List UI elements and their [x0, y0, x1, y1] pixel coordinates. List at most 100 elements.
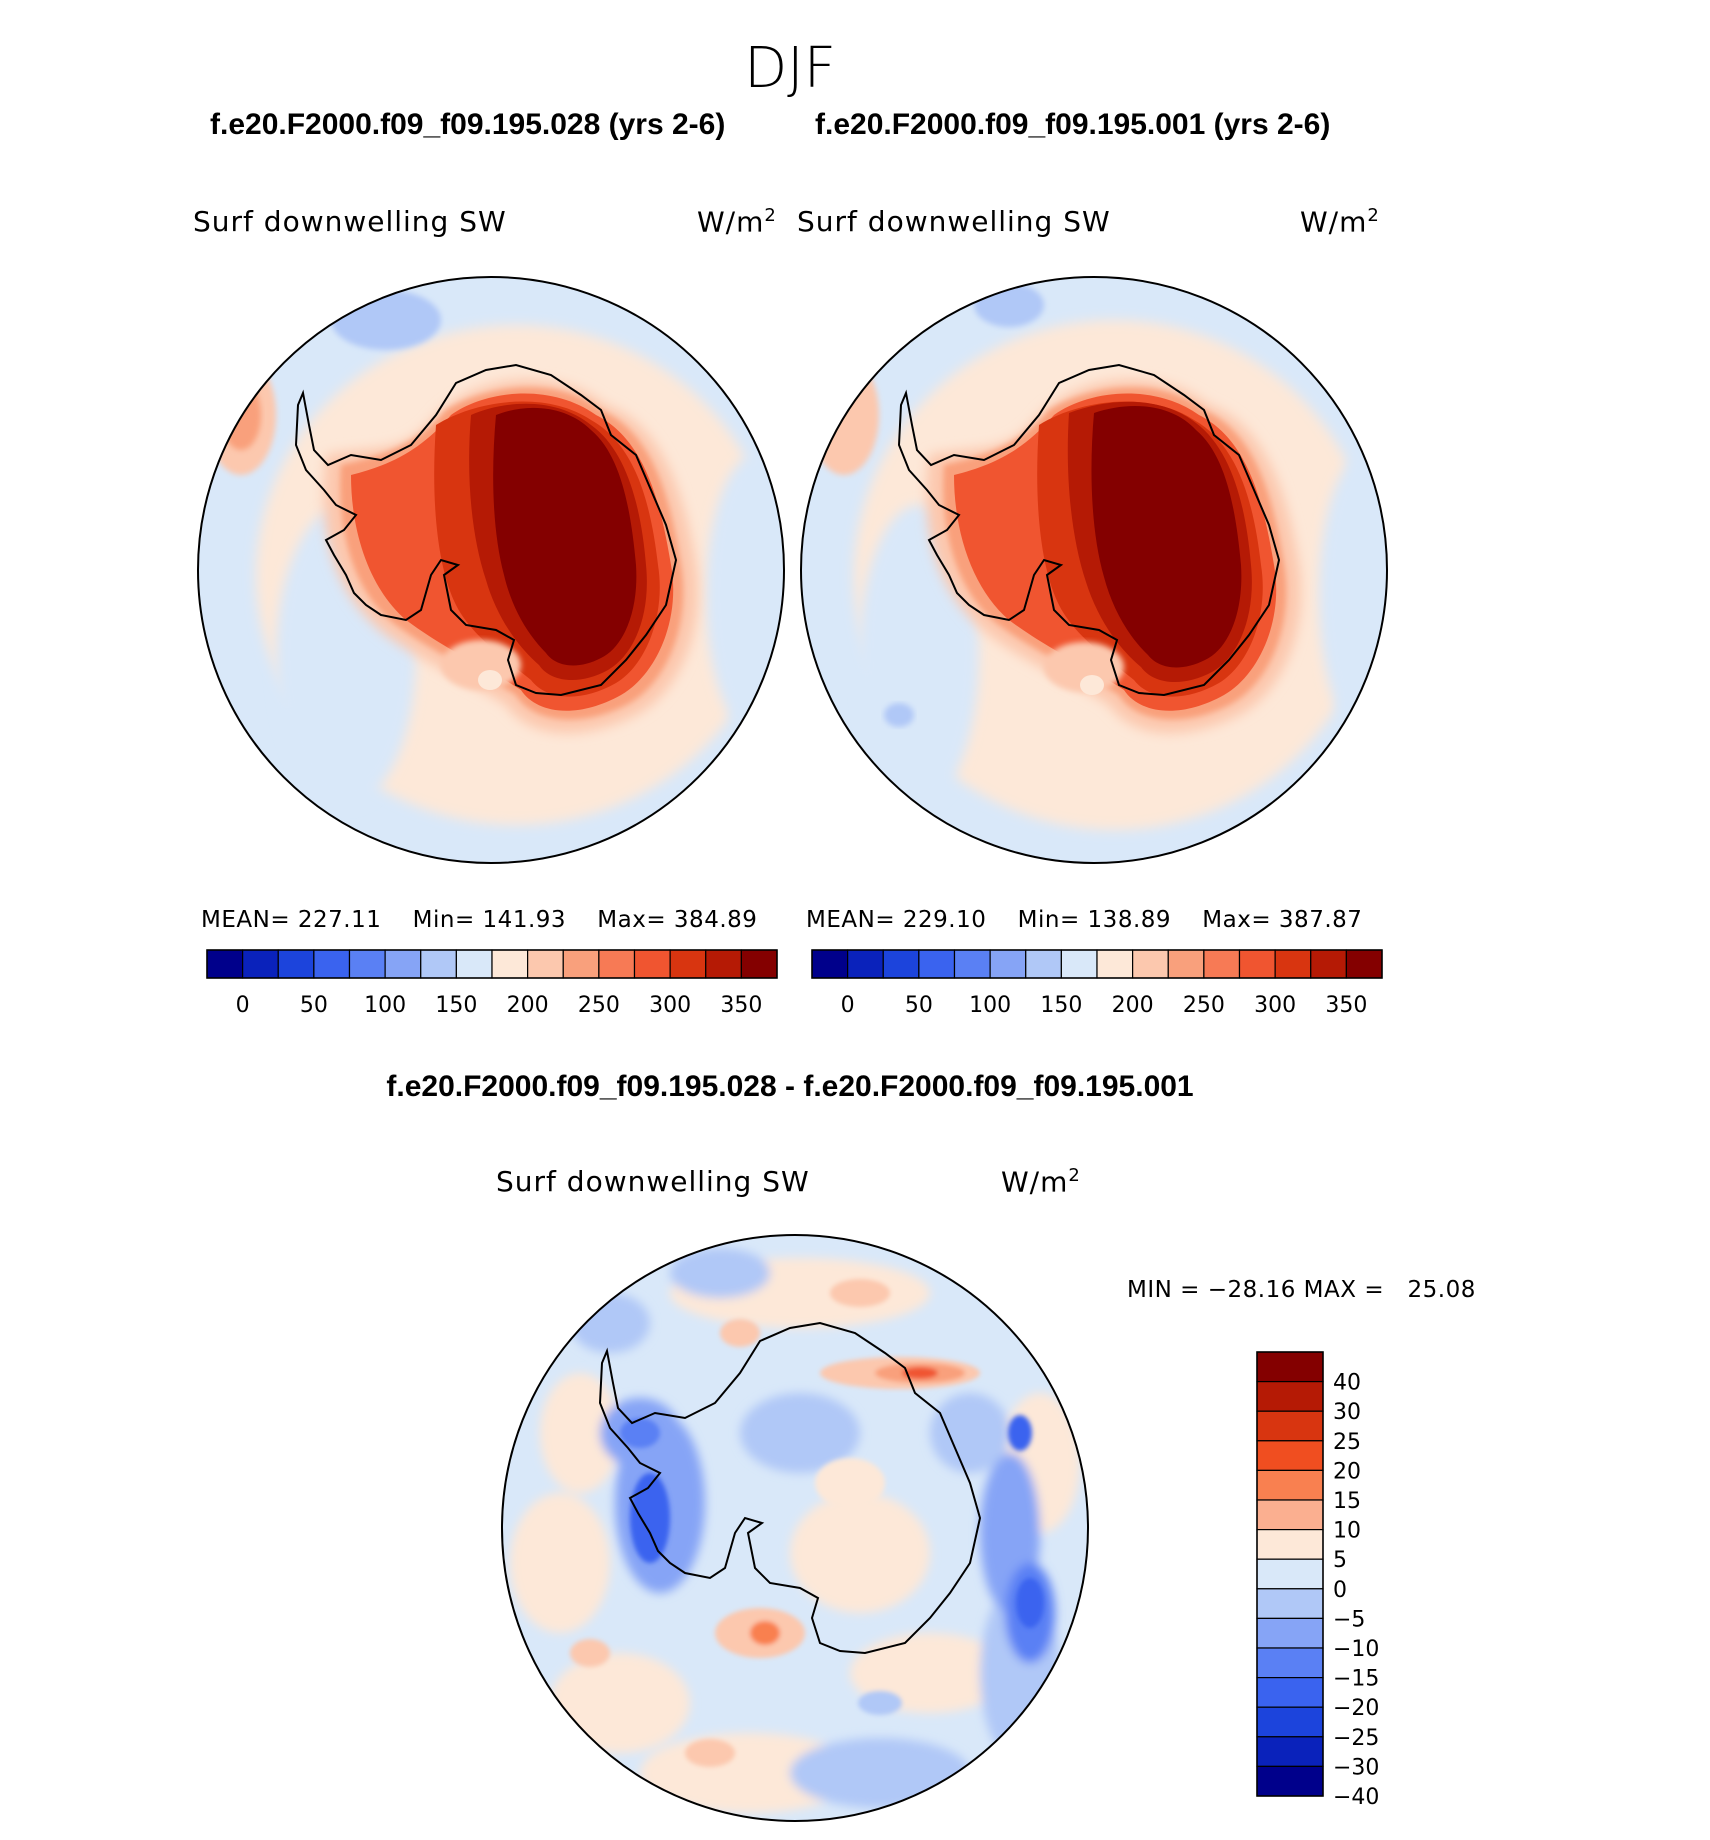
colorbar-left-tick-label: 150: [435, 993, 477, 1018]
colorbar-left-swatch: [277, 949, 315, 979]
colorbar-difference-tick-label: −15: [1333, 1667, 1379, 1692]
colorbar-left-swatch: [633, 949, 671, 979]
colorbar-left-tick-label: 100: [364, 993, 406, 1018]
colorbar-difference-swatch: [1256, 1558, 1324, 1590]
colorbar-left-swatch: [242, 949, 279, 979]
colorbar-right-tick-label: 250: [1183, 993, 1225, 1018]
colorbar-right-tick-label: 150: [1040, 993, 1082, 1018]
colorbar-difference-swatch: [1256, 1529, 1324, 1560]
stats-right: MEAN= 229.10 Min= 138.89 Max= 387.87: [806, 907, 1363, 933]
colorbar-difference-swatch: [1256, 1410, 1324, 1442]
colorbar-left-swatch: [348, 949, 386, 979]
colorbar-right-swatch: [1310, 949, 1347, 979]
colorbar-left-swatch: [384, 949, 422, 979]
colorbar-left: 0 50 100 150 200 250 300 350: [206, 949, 778, 1018]
map-right: [800, 276, 1388, 864]
colorbar-right-tick-label: 0: [841, 993, 855, 1018]
colorbar-right-swatch: [1203, 949, 1241, 979]
map-border-right: [800, 276, 1388, 864]
colorbar-left-swatch: [206, 949, 244, 979]
colorbar-difference-tick-label: 5: [1333, 1548, 1347, 1573]
colorbar-left-tick-label: 250: [578, 993, 620, 1018]
colorbar-right-swatch: [882, 949, 920, 979]
colorbar-difference-swatch: [1256, 1351, 1324, 1383]
colorbar-right-tick-label: 50: [905, 993, 933, 1018]
colorbar-left-swatch: [705, 949, 742, 979]
colorbar-difference-tick-label: 20: [1333, 1459, 1361, 1484]
colorbar-right-tick-label: 300: [1254, 993, 1296, 1018]
colorbar-left-swatch: [527, 949, 564, 979]
colorbar-difference-tick-label: 30: [1333, 1400, 1361, 1425]
field-left: [198, 277, 784, 863]
colorbar-difference-tick-label: 10: [1333, 1519, 1361, 1544]
colorbar-difference-swatch: [1256, 1588, 1324, 1620]
colorbar-left-swatch: [669, 949, 707, 979]
colorbar-left-swatch: [420, 949, 457, 979]
colorbar-right-swatch: [847, 949, 884, 979]
colorbar-difference-tick-label: −20: [1333, 1696, 1379, 1721]
coastline-difference: [598, 1321, 982, 1655]
colorbar-right-tick-label: 200: [1112, 993, 1154, 1018]
colorbar-right-swatch: [1167, 949, 1205, 979]
colorbar-left-swatch: [598, 949, 636, 979]
colorbar-left-swatch: [313, 949, 351, 979]
colorbar-right-tick-label: 100: [969, 993, 1011, 1018]
colorbar-right-swatch: [1096, 949, 1134, 979]
colorbar-difference-tick-label: −25: [1333, 1726, 1379, 1751]
colorbar-difference-swatch: [1256, 1765, 1324, 1797]
colorbar-difference-swatch: [1256, 1440, 1324, 1472]
map-border-left: [197, 276, 785, 864]
coastline-left: [294, 363, 678, 697]
colorbar-right-swatch: [1274, 949, 1312, 979]
colorbar-right-swatch: [1060, 949, 1098, 979]
map-difference: [501, 1234, 1089, 1822]
stats-left: MEAN= 227.11 Min= 141.93 Max= 384.89: [201, 907, 758, 933]
colorbar-difference: 40 30 25 20 15 10 5 0 −5 −10 −15 −20 −25 −30 −40: [1256, 1351, 1379, 1810]
colorbar-difference-swatch: [1256, 1469, 1324, 1501]
units-label-right: W/m2: [1300, 205, 1380, 239]
colorbar-left-swatch: [455, 949, 493, 979]
colorbar-difference-swatch: [1256, 1736, 1324, 1767]
colorbar-left-swatch: [491, 949, 529, 979]
field-right: [801, 277, 1387, 863]
colorbar-left-tick-label: 0: [236, 993, 250, 1018]
units-label-diff: W/m2: [1001, 1165, 1081, 1199]
variable-label-right: Surf downwelling SW: [797, 205, 1111, 238]
field-difference: [502, 1235, 1088, 1821]
colorbar-right-swatch: [918, 949, 956, 979]
variable-label-left: Surf downwelling SW: [193, 205, 507, 238]
colorbar-difference-swatch: [1256, 1647, 1324, 1679]
colorbar-right-swatch: [953, 949, 991, 979]
stats-difference: MIN = −28.16 MAX = 25.08: [1127, 1277, 1476, 1303]
colorbar-right-swatch: [811, 949, 849, 979]
colorbar-left-tick-label: 50: [300, 993, 328, 1018]
colorbar-difference-swatch: [1256, 1617, 1324, 1649]
colorbar-difference-tick-label: 40: [1333, 1371, 1361, 1396]
season-title: DJF: [744, 36, 836, 101]
colorbar-right: 0 50 100 150 200 250 300 350: [811, 949, 1383, 1018]
colorbar-right-swatch: [1025, 949, 1062, 979]
variable-label-diff: Surf downwelling SW: [496, 1165, 810, 1198]
colorbar-left-tick-label: 300: [649, 993, 691, 1018]
map-border-difference: [501, 1234, 1089, 1822]
colorbar-right-swatch: [1345, 949, 1383, 979]
colorbar-left-swatch: [740, 949, 778, 979]
colorbar-difference-tick-label: −5: [1333, 1607, 1365, 1632]
colorbar-difference-swatch: [1256, 1706, 1324, 1738]
colorbar-difference-swatch: [1256, 1499, 1324, 1531]
colorbar-left-tick-label: 350: [720, 993, 762, 1018]
colorbar-difference-swatch: [1256, 1381, 1324, 1412]
colorbar-difference-tick-label: −30: [1333, 1755, 1379, 1780]
colorbar-difference-tick-label: 25: [1333, 1430, 1361, 1455]
colorbar-difference-tick-label: 0: [1333, 1578, 1347, 1603]
colorbar-left-swatch: [562, 949, 600, 979]
colorbar-difference-tick-label: −40: [1333, 1785, 1379, 1810]
case-title-right: f.e20.F2000.f09_f09.195.001 (yrs 2-6): [815, 108, 1331, 141]
colorbar-right-swatch: [1238, 949, 1276, 979]
case-title-left: f.e20.F2000.f09_f09.195.028 (yrs 2-6): [210, 108, 726, 141]
colorbar-left-tick-label: 200: [507, 993, 549, 1018]
colorbar-right-swatch: [1132, 949, 1169, 979]
colorbar-right-swatch: [989, 949, 1027, 979]
colorbar-difference-tick-label: 15: [1333, 1489, 1361, 1514]
colorbar-difference-swatch: [1256, 1677, 1324, 1708]
